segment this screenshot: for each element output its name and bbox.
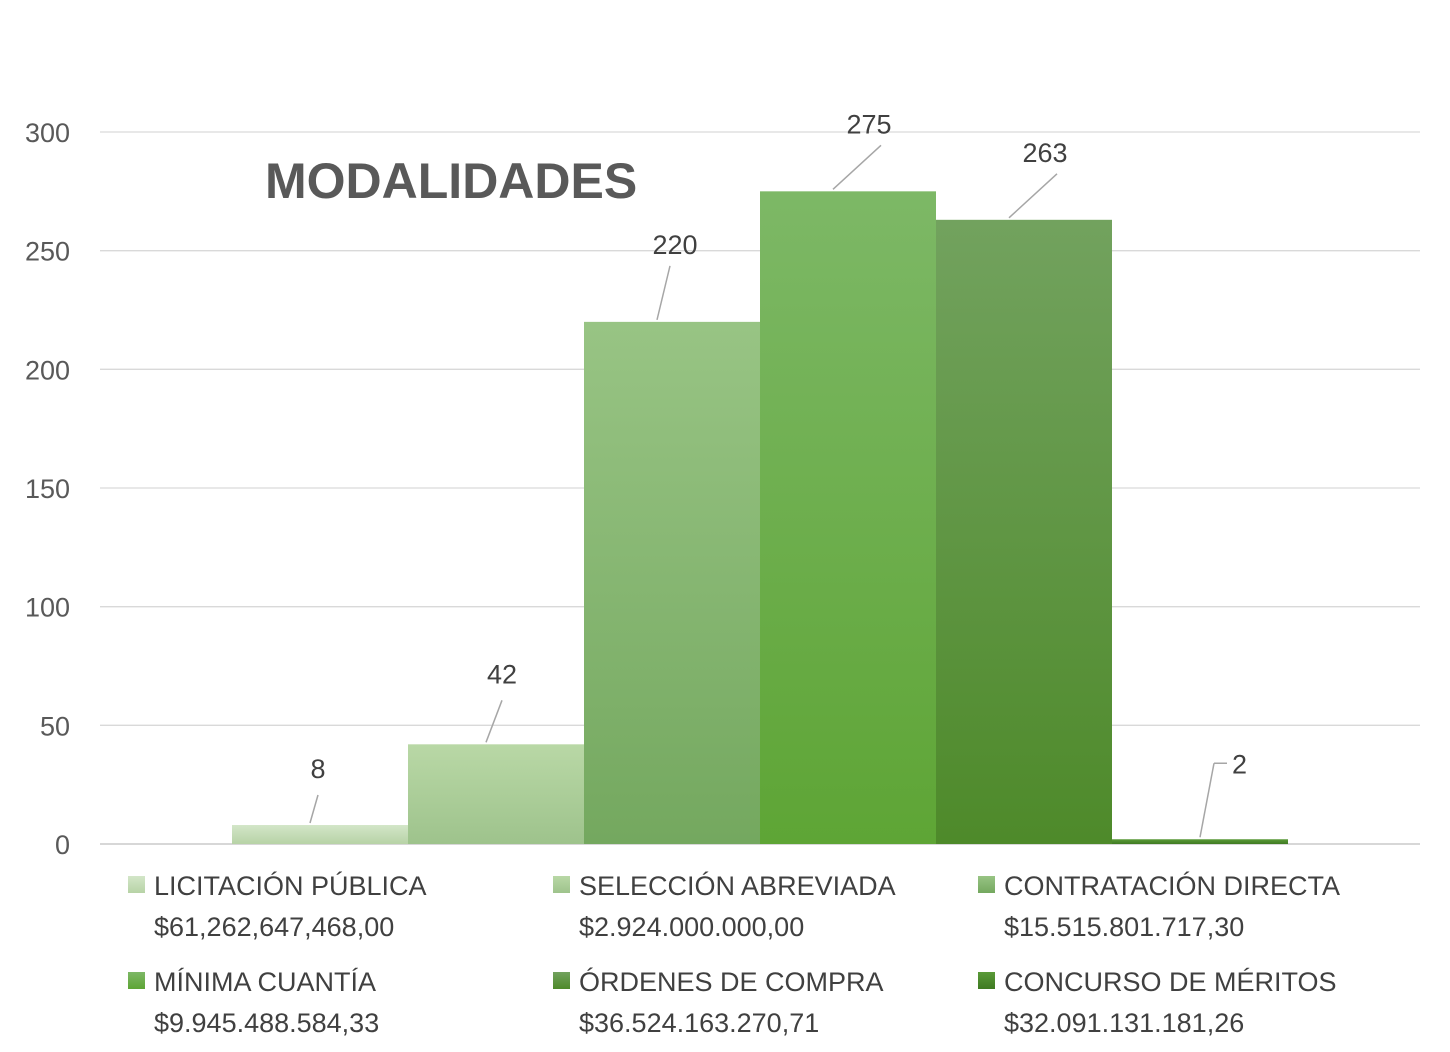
legend-swatch: [978, 876, 995, 893]
data-label: 220: [652, 230, 697, 260]
legend-series-name: SELECCIÓN ABREVIADA: [579, 866, 896, 907]
legend-item: ÓRDENES DE COMPRA $36.524.163.270,71: [553, 962, 978, 1044]
data-label: 275: [846, 109, 891, 139]
bar: [408, 744, 584, 844]
legend-swatch: [128, 972, 145, 989]
legend-series-amount: $9.945.488.584,33: [154, 1003, 379, 1044]
leader-line: [1009, 174, 1057, 218]
data-label: 2: [1232, 749, 1247, 779]
legend-series-amount: $36.524.163.270,71: [579, 1003, 884, 1044]
legend-item: MÍNIMA CUANTÍA $9.945.488.584,33: [128, 962, 553, 1044]
data-label: 263: [1022, 138, 1067, 168]
leader-line: [1200, 763, 1214, 837]
y-tick-label: 50: [40, 711, 70, 741]
bar: [936, 220, 1112, 844]
y-tick-label: 250: [25, 237, 70, 267]
legend: LICITACIÓN PÚBLICA $61,262,647,468,00 SELE…: [128, 866, 1428, 1044]
bar: [760, 191, 936, 844]
legend-swatch: [978, 972, 995, 989]
y-tick-label: 300: [25, 118, 70, 148]
y-tick-label: 100: [25, 593, 70, 623]
legend-series-name: LICITACIÓN PÚBLICA: [154, 866, 427, 907]
legend-item: CONTRATACIÓN DIRECTA $15.515.801.717,30: [978, 866, 1403, 948]
legend-item: SELECCIÓN ABREVIADA $2.924.000.000,00: [553, 866, 978, 948]
legend-series-name: CONCURSO DE MÉRITOS: [1004, 962, 1337, 1003]
bar: [232, 825, 408, 844]
legend-series-amount: $15.515.801.717,30: [1004, 907, 1340, 948]
bar: [584, 322, 760, 844]
data-label: 8: [310, 754, 325, 784]
y-tick-label: 200: [25, 355, 70, 385]
data-label: 42: [487, 659, 517, 689]
legend-item: CONCURSO DE MÉRITOS $32.091.131.181,26: [978, 962, 1403, 1044]
bar: [1112, 839, 1288, 844]
leader-line: [310, 795, 318, 823]
legend-series-amount: $2.924.000.000,00: [579, 907, 896, 948]
legend-series-name: ÓRDENES DE COMPRA: [579, 962, 884, 1003]
y-tick-label: 150: [25, 474, 70, 504]
leader-line: [833, 145, 881, 189]
leader-line: [486, 700, 502, 742]
leader-line: [657, 266, 670, 320]
chart-title: MODALIDADES: [265, 152, 637, 210]
y-tick-label: 0: [55, 830, 70, 860]
legend-series-amount: $32.091.131.181,26: [1004, 1003, 1337, 1044]
legend-item: LICITACIÓN PÚBLICA $61,262,647,468,00: [128, 866, 553, 948]
legend-swatch: [128, 876, 145, 893]
legend-swatch: [553, 876, 570, 893]
legend-series-name: CONTRATACIÓN DIRECTA: [1004, 866, 1340, 907]
legend-series-name: MÍNIMA CUANTÍA: [154, 962, 379, 1003]
legend-swatch: [553, 972, 570, 989]
legend-series-amount: $61,262,647,468,00: [154, 907, 427, 948]
